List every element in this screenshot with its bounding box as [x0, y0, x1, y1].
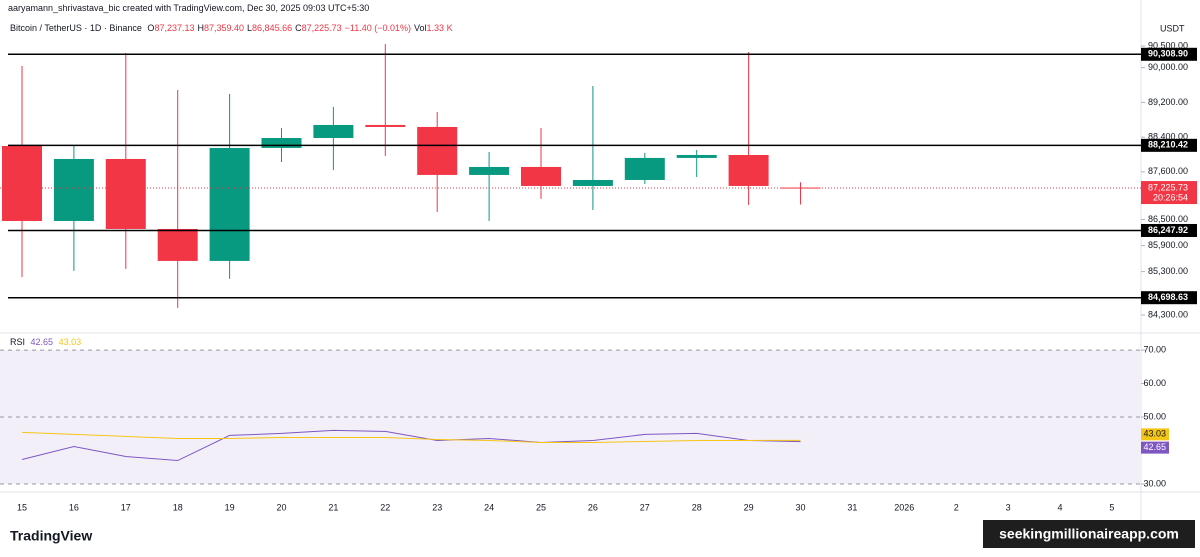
candle-body — [624, 157, 665, 180]
x-tick-label: 20 — [276, 502, 286, 512]
rsi-legend: RSI 42.65 43.03 — [10, 337, 84, 347]
rsi-line — [21, 429, 801, 462]
x-tick-label: 5 — [1109, 502, 1114, 512]
x-tick-label: 27 — [640, 502, 650, 512]
caption: aaryamann_shrivastava_bic created with T… — [8, 3, 370, 13]
candle-body — [2, 146, 42, 221]
candle-body — [780, 187, 821, 189]
candle-body — [313, 124, 354, 138]
x-tick-label: 25 — [536, 502, 546, 512]
x-tick-label: 18 — [173, 502, 183, 512]
candle-body — [53, 158, 94, 221]
y-tick-label: 30.00 — [1143, 478, 1166, 488]
x-tick-label: 15 — [17, 502, 27, 512]
x-tick-label: 30 — [795, 502, 805, 512]
ohlc-key: L — [247, 23, 253, 33]
last-price-box — [1141, 181, 1197, 205]
rsi-line — [21, 431, 801, 443]
candle-body — [157, 228, 198, 261]
level-box — [1141, 138, 1197, 152]
x-tick-label: 24 — [484, 502, 494, 512]
x-tick-label: 16 — [69, 502, 79, 512]
watermark: seekingmillionaireapp.com — [999, 526, 1179, 542]
x-tick-label: 3 — [1006, 502, 1011, 512]
y-tick-label: 70.00 — [1143, 344, 1166, 354]
level-box — [1141, 223, 1197, 237]
countdown: 20:26:54 — [1153, 192, 1188, 202]
x-tick-label: 28 — [692, 502, 702, 512]
logo: TradingView — [10, 528, 92, 544]
legend: Bitcoin / TetherUS · 1D · Binance O87,23… — [10, 23, 456, 33]
level-box — [1141, 291, 1197, 305]
y-tick-label: 85,300.00 — [1148, 266, 1188, 276]
candle-body — [209, 147, 250, 261]
candle-body — [417, 126, 458, 175]
rsi-value: 42.65 — [30, 337, 54, 347]
ohlc-key: H — [197, 23, 204, 33]
candle-body — [365, 124, 406, 127]
level-box — [1141, 47, 1197, 61]
level-label: 90,308.90 — [1148, 49, 1188, 59]
watermark-box — [983, 520, 1195, 548]
last-value-label: 43.03 — [1143, 429, 1166, 439]
candle-body — [105, 158, 146, 229]
candle-body — [469, 166, 510, 175]
y-tick-label: 90,000.00 — [1148, 62, 1188, 72]
y-tick-label: 90,500.00 — [1148, 40, 1188, 50]
last-value-box — [1141, 441, 1169, 454]
x-tick-label: 2 — [954, 502, 959, 512]
x-tick-label: 17 — [121, 502, 131, 512]
ma-value: 43.03 — [58, 337, 82, 347]
candle-body — [572, 179, 613, 186]
rsi-title: RSI — [10, 337, 26, 347]
y-tick-label: 87,600.00 — [1148, 166, 1188, 176]
candle-body — [261, 137, 302, 148]
x-tick-label: 31 — [847, 502, 857, 512]
x-tick-label: 29 — [744, 502, 754, 512]
x-tick-label: 2026 — [894, 502, 914, 512]
volume-key: Vol — [414, 23, 427, 33]
volume: 1.33 K — [426, 23, 453, 33]
x-tick-label: 26 — [588, 502, 598, 512]
ohlc-value: 87,359.40 — [203, 23, 245, 33]
x-tick-label: 21 — [328, 502, 338, 512]
candle-body — [521, 166, 561, 186]
level-label: 84,698.63 — [1148, 292, 1188, 302]
ohlc-value: 87,225.73 — [301, 23, 342, 33]
last-value-box — [1141, 428, 1169, 441]
y-tick-label: 84,300.00 — [1148, 309, 1188, 319]
change: −11.40 (−0.01%) — [344, 23, 412, 33]
y-tick-label: 60.00 — [1143, 378, 1166, 388]
currency: USDT — [1160, 23, 1185, 33]
candle-body — [728, 154, 769, 186]
ohlc-key: C — [295, 23, 302, 33]
x-tick-label: 23 — [432, 502, 442, 512]
ohlc-value: 86,845.66 — [252, 23, 293, 33]
last-price-label: 87,225.73 — [1148, 182, 1188, 192]
x-tick-label: 4 — [1057, 502, 1062, 512]
y-tick-label: 89,200.00 — [1148, 97, 1188, 107]
y-tick-label: 85,900.00 — [1148, 240, 1188, 250]
symbol: Bitcoin / TetherUS · 1D · Binance — [10, 23, 142, 33]
ohlc-value: 87,237.13 — [154, 23, 195, 33]
y-tick-label: 88,400.00 — [1148, 131, 1188, 141]
candle-body — [676, 154, 717, 158]
last-value-label: 42.65 — [1143, 442, 1166, 452]
x-tick-label: 22 — [380, 502, 390, 512]
x-tick-label: 19 — [225, 502, 235, 512]
y-tick-label: 50.00 — [1143, 411, 1166, 421]
level-label: 86,247.92 — [1148, 225, 1188, 235]
y-tick-label: 86,500.00 — [1148, 214, 1188, 224]
ohlc-key: O — [147, 23, 155, 33]
level-label: 88,210.42 — [1148, 140, 1188, 150]
